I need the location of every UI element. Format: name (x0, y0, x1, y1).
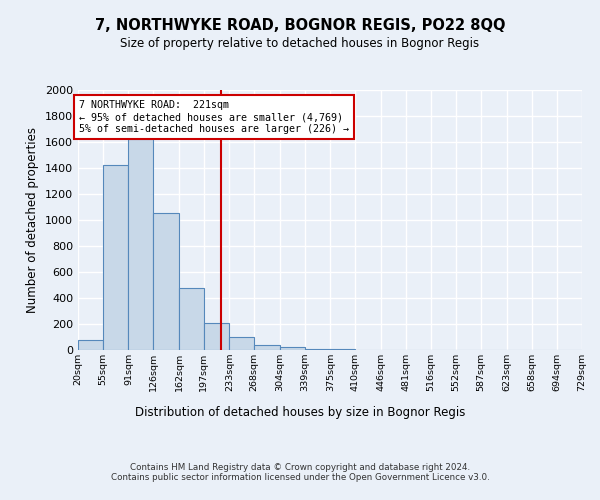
Text: 7 NORTHWYKE ROAD:  221sqm
← 95% of detached houses are smaller (4,769)
5% of sem: 7 NORTHWYKE ROAD: 221sqm ← 95% of detach… (79, 100, 349, 134)
Bar (103, 166, 128, 350)
Bar (204, 324, 229, 350)
Bar (254, 346, 280, 350)
Bar (154, 214, 179, 350)
Bar (128, 140, 154, 350)
Text: Distribution of detached houses by size in Bognor Regis: Distribution of detached houses by size … (135, 406, 465, 419)
Text: Contains HM Land Registry data © Crown copyright and database right 2024.
Contai: Contains HM Land Registry data © Crown c… (110, 463, 490, 482)
Bar (179, 288, 204, 350)
Text: Size of property relative to detached houses in Bognor Regis: Size of property relative to detached ho… (121, 38, 479, 51)
Bar (78, 340, 103, 350)
Bar (305, 348, 331, 350)
Y-axis label: Number of detached properties: Number of detached properties (26, 127, 40, 313)
Bar (229, 337, 254, 350)
Text: 7, NORTHWYKE ROAD, BOGNOR REGIS, PO22 8QQ: 7, NORTHWYKE ROAD, BOGNOR REGIS, PO22 8Q… (95, 18, 505, 32)
Bar (280, 347, 305, 350)
